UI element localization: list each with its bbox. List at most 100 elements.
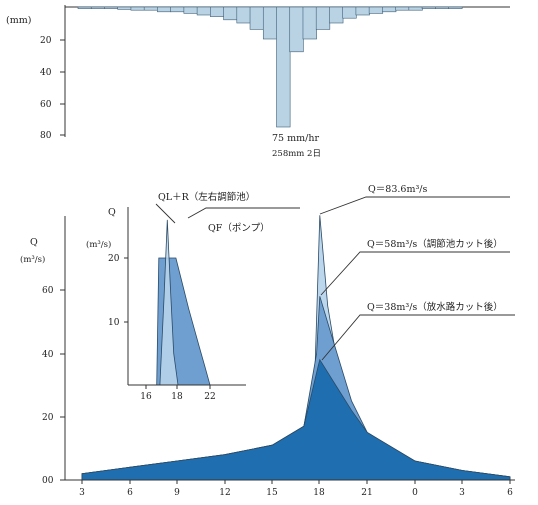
rain-bar (289, 6, 304, 53)
rain-bar (77, 6, 92, 9)
x-tick-12: 12 (219, 480, 231, 498)
rain-peak-label: 75 mm/hr (272, 133, 319, 144)
inset-y-tick-10: 10 (108, 318, 128, 328)
x-tick-6a: 6 (127, 480, 133, 498)
inset-panel: Q (m³/s) 20 10 16 18 22 QL＋R（左右調節池） QF（ポ… (86, 191, 300, 402)
rain-bar (90, 6, 106, 9)
rain-bar (196, 6, 212, 16)
rain-bar (448, 6, 463, 9)
main-panel: Q (m³/s) 60 40 20 00 3 6 9 12 15 18 21 0… (20, 184, 515, 498)
main-y-unit: (m³/s) (20, 254, 45, 265)
inset-x-tick-22: 22 (204, 385, 216, 402)
leader-ql (155, 203, 176, 224)
rain-bar (262, 6, 278, 40)
annotation-leaders (319, 196, 515, 361)
leader-peak-a (319, 196, 510, 215)
leader-peak-b (320, 251, 510, 296)
x-tick-9: 9 (174, 480, 180, 498)
rain-tick-label: 20 (40, 36, 52, 46)
main-y-label: Q (30, 237, 38, 248)
x-tick-label: 21 (361, 488, 372, 498)
rain-tick-40: 40 (40, 68, 65, 78)
x-tick-15: 15 (266, 480, 278, 498)
rain-bar (342, 6, 357, 19)
x-tick-3a: 3 (79, 480, 85, 498)
rain-bar (130, 6, 145, 11)
x-tick-0: 0 (412, 480, 418, 498)
main-area-series (81, 215, 511, 481)
x-tick-label: 3 (79, 488, 85, 498)
rain-tick-80: 80 (40, 131, 65, 141)
main-y-tick-60: 60 (42, 286, 65, 296)
rain-bar (117, 6, 132, 10)
x-tick-21: 21 (361, 480, 373, 498)
inset-y-tick-20: 20 (108, 254, 128, 264)
x-tick-label: 18 (313, 488, 325, 498)
rain-tick-label: 60 (40, 100, 52, 110)
inset-x-tick-label: 18 (171, 392, 183, 402)
inset-x-tick-label: 16 (140, 392, 152, 402)
inset-y-unit: (m³/s) (86, 239, 111, 250)
leader-qf (187, 207, 300, 219)
x-tick-label: 3 (459, 488, 465, 498)
rain-tick-label: 40 (40, 68, 52, 78)
rain-unit-label: (mm) (6, 15, 31, 26)
inset-y-tick-label: 20 (108, 254, 120, 264)
inset-x-tick-label: 22 (204, 392, 215, 402)
inset-y-tick-label: 10 (108, 318, 120, 328)
x-tick-label: 6 (127, 488, 133, 498)
x-tick-3b: 3 (459, 480, 465, 498)
rain-bar (315, 6, 331, 30)
x-tick-label: 6 (507, 488, 513, 498)
rain-bar (223, 6, 238, 21)
annotation-peak-a: Q＝83.6m³/s (368, 184, 427, 195)
inset-x-tick-18: 18 (171, 385, 183, 402)
rain-bar (355, 6, 370, 16)
main-y-tick-label: 00 (42, 476, 54, 486)
rain-bar (408, 6, 423, 11)
x-tick-18: 18 (313, 480, 325, 498)
rain-bar (170, 6, 185, 13)
rain-total-label: 258mm 2日 (272, 149, 321, 159)
x-tick-label: 9 (174, 488, 180, 498)
rain-tick-60: 60 (40, 100, 65, 110)
rain-bar (329, 6, 344, 24)
rain-bar (183, 6, 198, 14)
x-tick-label: 12 (219, 488, 230, 498)
rain-bar (157, 6, 172, 13)
rain-tick-20: 20 (40, 36, 65, 46)
rain-panel: (mm) 20 40 60 80 75 mm/hr 258mm 2日 (6, 5, 510, 159)
x-tick-label: 0 (412, 488, 418, 498)
rain-bar (434, 6, 450, 9)
inset-label-qf: QF（ポンプ） (208, 222, 270, 234)
rain-tick-label: 80 (40, 131, 52, 141)
rain-bar (210, 6, 225, 17)
rain-bar (236, 6, 251, 24)
leader-peak-c (321, 314, 515, 361)
x-tick-6b: 6 (507, 480, 513, 498)
main-x-ticks: 3 6 9 12 15 18 21 0 3 6 (79, 480, 513, 498)
rain-bar (249, 6, 264, 30)
annotation-peak-c: Q＝38m³/s（放水路カット後） (367, 301, 503, 313)
inset-leaders (155, 203, 300, 224)
rain-bar (143, 6, 159, 11)
main-y-tick-0: 00 (42, 476, 65, 486)
rain-bar (276, 6, 291, 128)
inset-x-tick-16: 16 (140, 385, 152, 402)
rain-bars (77, 6, 463, 128)
inset-label-ql: QL＋R（左右調節池） (158, 191, 255, 203)
rain-bar (302, 6, 317, 40)
main-y-tick-label: 20 (42, 413, 54, 423)
x-tick-label: 15 (266, 488, 278, 498)
rain-bar (368, 6, 384, 14)
main-y-tick-label: 40 (42, 350, 54, 360)
main-y-tick-label: 60 (42, 286, 54, 296)
rain-bar (382, 6, 397, 13)
rain-bar (395, 6, 410, 11)
rain-bar (104, 6, 119, 9)
main-y-tick-40: 40 (42, 350, 65, 360)
inset-y-label: Q (108, 207, 116, 218)
rain-bar (421, 6, 437, 9)
annotation-peak-b: Q＝58m³/s（調節池カット後） (367, 238, 503, 250)
